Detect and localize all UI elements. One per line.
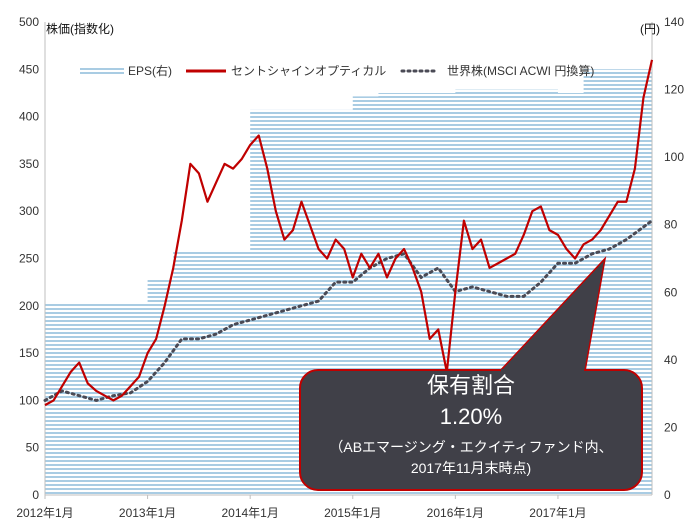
- callout-pointer-border: [499, 256, 607, 372]
- callout-title: 保有割合: [427, 373, 515, 398]
- legend-world-label: 世界株(MSCI ACWI 円換算): [447, 63, 594, 78]
- left-tick-label: 350: [19, 157, 39, 171]
- left-tick-label: 250: [19, 252, 39, 266]
- x-tick-label: 2015年1月: [324, 506, 381, 520]
- right-axis-title: (円): [640, 22, 660, 36]
- legend: EPS(右) セントシャインオプティカル 世界株(MSCI ACWI 円換算): [80, 63, 594, 78]
- holding-ratio-callout: 保有割合 1.20% （ABエマージング・エクイティファンド内、 2017年11月末時…: [299, 256, 643, 491]
- legend-sunshine-label: セントシャインオプティカル: [231, 64, 386, 78]
- left-tick-label: 450: [19, 62, 39, 76]
- legend-eps-label: EPS(右): [128, 63, 172, 78]
- callout-note-line2: 2017年11月末時点): [411, 460, 531, 476]
- axes-layer: 0 50 100 150 200 250 300 350 400 450 500 0 20 40 60 80 1…: [16, 15, 684, 520]
- callout-note-line1: （ABエマージング・エクイティファンド内、: [329, 439, 612, 455]
- right-tick-label: 40: [664, 353, 678, 367]
- world-stock-line: [43, 219, 654, 402]
- left-tick-label: 50: [26, 441, 40, 455]
- left-tick-label: 150: [19, 346, 39, 360]
- x-tick-label: 2017年1月: [529, 506, 586, 520]
- left-tick-label: 500: [19, 15, 39, 29]
- right-tick-label: 0: [664, 488, 671, 502]
- callout-pointer-cover: [501, 369, 584, 373]
- sunshine-optical-layer: [44, 59, 654, 407]
- x-tick-label: 2013年1月: [119, 506, 176, 520]
- legend-eps-swatch: [80, 66, 124, 75]
- x-tick-label: 2014年1月: [221, 506, 278, 520]
- left-tick-label: 400: [19, 110, 39, 124]
- left-tick-label: 0: [32, 488, 39, 502]
- x-tick-label: 2012年1月: [16, 506, 73, 520]
- right-tick-label: 60: [664, 285, 678, 299]
- callout-percentage: 1.20%: [440, 404, 502, 429]
- left-axis-title: 株価(指数化): [46, 21, 114, 36]
- right-tick-label: 140: [664, 15, 684, 29]
- right-tick-label: 120: [664, 83, 684, 97]
- left-tick-label: 100: [19, 393, 39, 407]
- left-tick-label: 200: [19, 299, 39, 313]
- sunshine-optical-line: [44, 59, 654, 407]
- right-tick-label: 100: [664, 150, 684, 164]
- right-tick-label: 80: [664, 218, 678, 232]
- right-tick-label: 20: [664, 420, 678, 434]
- x-tick-label: 2016年1月: [427, 506, 484, 520]
- callout-box: [299, 369, 643, 491]
- world-stock-layer: [43, 219, 654, 402]
- left-tick-label: 300: [19, 204, 39, 218]
